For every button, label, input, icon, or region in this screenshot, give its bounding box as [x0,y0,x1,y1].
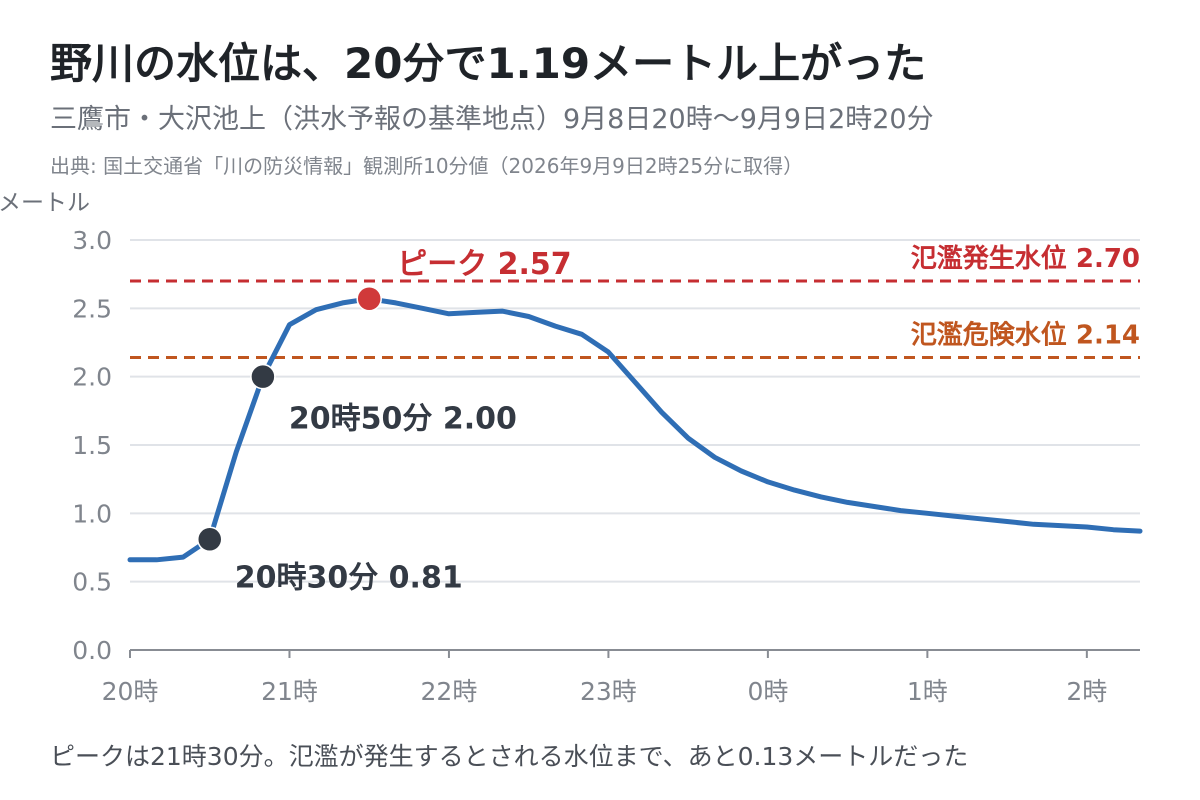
x-tick-label: 2時 [1066,677,1107,706]
y-tick-label: 0.0 [72,636,112,665]
annotation-markers: ピーク 2.57 20時50分 2.00 20時30分 0.81 [196,247,572,595]
annotation-label: 20時30分 0.81 [235,560,463,595]
axes: 0.0 0.5 1.0 1.5 2.0 2.5 3.0 20時 21時 22時 23時 0時 1時 2時 [72,226,1140,706]
y-tick-label: 1.0 [72,499,112,528]
chart-footnote: ピークは21時30分。氾濫が発生するとされる水位まで、あと0.13メートルだった [50,742,969,771]
reference-line-label: 氾濫発生水位 2.70 [911,243,1140,274]
y-tick-label: 3.0 [72,226,112,255]
reference-line-label: 氾濫危険水位 2.14 [911,320,1140,351]
annotation-label: 20時50分 2.00 [289,402,517,437]
y-tick-label: 0.5 [72,568,112,597]
x-tick-label: 23時 [580,677,637,706]
data-source: 出典: 国土交通省「川の防災情報」観測所10分値（2026年9月9日2時25分に… [50,154,804,178]
x-tick-label: 0時 [747,677,788,706]
y-axis-label: メートル [0,190,90,216]
annotated-point [196,526,223,553]
chart-subtitle: 三鷹市・大沢池上（洪水予報の基準地点）9月8日20時〜9月9日2時20分 [50,104,934,135]
grid-lines [130,239,1140,583]
y-tick-label: 2.0 [72,363,112,392]
chart-title: 野川の水位は、20分で1.19メートル上がった [50,39,927,88]
reference-lines: 氾濫発生水位 2.70 氾濫危険水位 2.14 [130,243,1140,360]
x-tick-label: 20時 [102,677,159,706]
y-tick-label: 2.5 [72,294,112,323]
peak-label: ピーク 2.57 [397,247,571,282]
series-layer [127,296,1143,563]
y-tick-label: 1.5 [72,431,112,460]
series-line [127,296,1143,563]
peak-point [356,286,382,312]
x-tick-label: 22時 [421,677,478,706]
x-tick-label: 21時 [261,677,318,706]
x-tick-label: 1時 [907,677,948,706]
annotated-point [250,363,276,390]
